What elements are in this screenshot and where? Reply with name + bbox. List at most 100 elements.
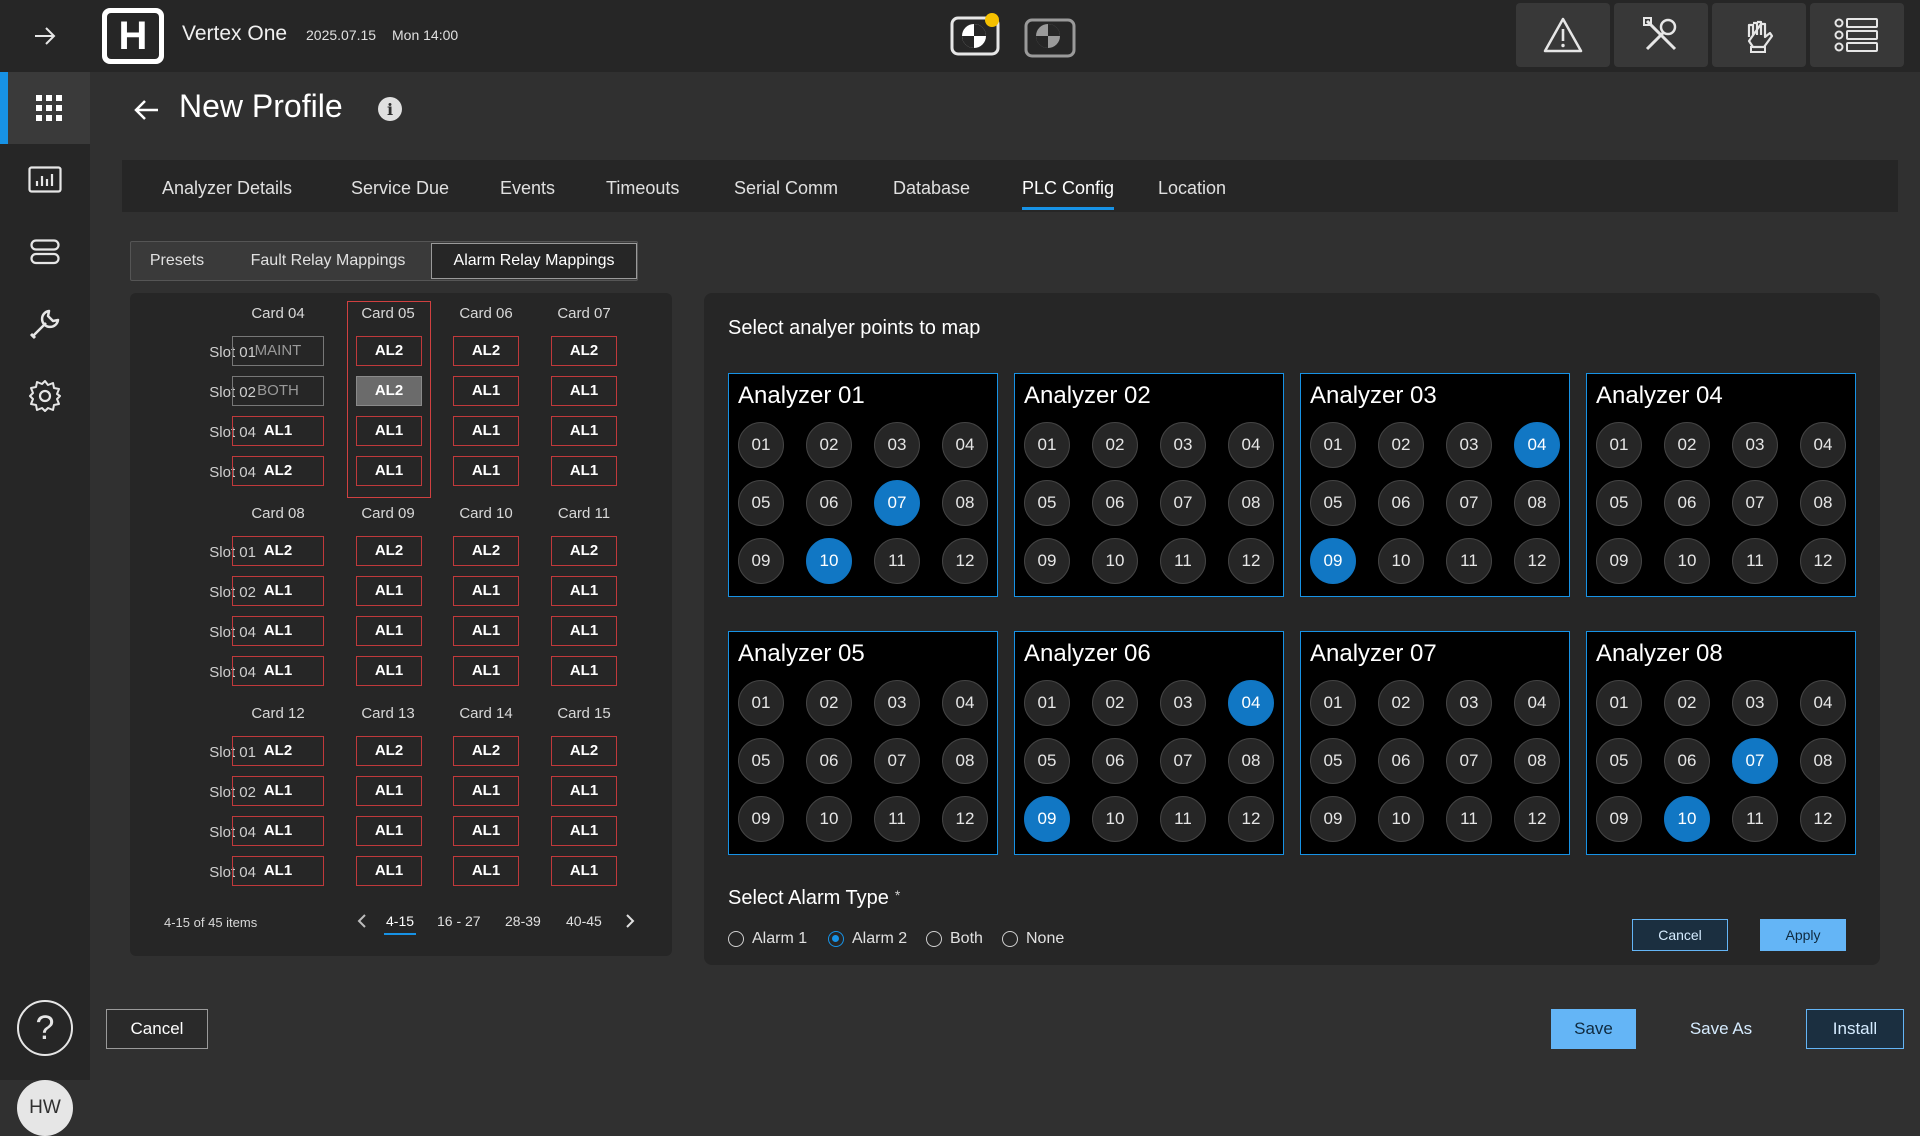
tools-button[interactable]	[1614, 3, 1708, 67]
subtab-presets[interactable]: Presets	[149, 252, 205, 269]
analyzer-point[interactable]: 05	[1596, 738, 1642, 784]
analyzer-point[interactable]: 09	[1024, 538, 1070, 584]
analyzer-point[interactable]: 02	[1664, 422, 1710, 468]
analyzer-point[interactable]: 07	[1446, 480, 1492, 526]
analyzer-point-selected[interactable]: 09	[1024, 796, 1070, 842]
relay-cell[interactable]: AL1	[356, 416, 422, 446]
relay-cell[interactable]: AL1	[356, 816, 422, 846]
tab-events[interactable]: Events	[500, 178, 556, 198]
analyzer-point[interactable]: 11	[1160, 796, 1206, 842]
analyzer-point[interactable]: 02	[1092, 680, 1138, 726]
analyzer-point[interactable]: 08	[1800, 480, 1846, 526]
relay-cell[interactable]: AL1	[551, 616, 617, 646]
analyzer-point[interactable]: 02	[1092, 422, 1138, 468]
analyzer-point[interactable]: 01	[738, 680, 784, 726]
analyzer-point[interactable]: 11	[874, 538, 920, 584]
radio-alarm-1[interactable]: Alarm 1	[728, 929, 807, 949]
status-secondary-button[interactable]	[1020, 12, 1080, 60]
analyzer-point[interactable]: 10	[806, 796, 852, 842]
radio-none[interactable]: None	[1002, 929, 1064, 949]
expand-sidebar-button[interactable]	[22, 18, 68, 54]
analyzer-point[interactable]: 05	[1024, 480, 1070, 526]
analyzer-point[interactable]: 08	[1228, 738, 1274, 784]
panel-cancel-button[interactable]: Cancel	[1632, 919, 1728, 951]
analyzer-point[interactable]: 01	[1310, 422, 1356, 468]
analyzer-point[interactable]: 03	[1732, 422, 1778, 468]
tab-plc-config[interactable]: PLC Config	[1022, 160, 1115, 212]
relay-cell[interactable]: AL1	[232, 616, 324, 646]
relay-cell[interactable]: AL2	[356, 336, 422, 366]
back-button[interactable]	[128, 92, 164, 128]
analyzer-point[interactable]: 11	[1446, 538, 1492, 584]
analyzer-point[interactable]: 08	[942, 480, 988, 526]
analyzer-point-selected[interactable]: 07	[1732, 738, 1778, 784]
analyzer-point[interactable]: 01	[1596, 422, 1642, 468]
tab-serial-comm[interactable]: Serial Comm	[734, 178, 839, 198]
relay-cell[interactable]: AL1	[453, 616, 519, 646]
analyzer-point[interactable]: 02	[1378, 680, 1424, 726]
relay-cell[interactable]: AL1	[232, 776, 324, 806]
pagination-prev-button[interactable]	[354, 911, 370, 931]
sidebar-item-maintenance[interactable]	[0, 288, 90, 360]
analyzer-point[interactable]: 12	[942, 796, 988, 842]
analyzer-point[interactable]: 07	[874, 738, 920, 784]
analyzer-point[interactable]: 03	[874, 680, 920, 726]
analyzer-point[interactable]: 01	[1024, 422, 1070, 468]
radio-alarm-2[interactable]: Alarm 2	[828, 929, 907, 949]
relay-cell[interactable]: AL1	[551, 776, 617, 806]
relay-cell[interactable]: AL1	[453, 856, 519, 886]
relay-cell[interactable]: AL1	[356, 576, 422, 606]
analyzer-point[interactable]: 04	[942, 422, 988, 468]
analyzer-point[interactable]: 08	[942, 738, 988, 784]
relay-cell[interactable]: AL1	[453, 656, 519, 686]
relay-cell[interactable]: AL2	[232, 736, 324, 766]
analyzer-point[interactable]: 03	[1732, 680, 1778, 726]
analyzer-point[interactable]: 07	[1732, 480, 1778, 526]
analyzer-point-selected[interactable]: 04	[1228, 680, 1274, 726]
analyzer-point[interactable]: 12	[1800, 538, 1846, 584]
analyzer-point-selected[interactable]: 07	[874, 480, 920, 526]
analyzer-point[interactable]: 05	[738, 738, 784, 784]
relay-cell-selected[interactable]: AL2	[356, 376, 422, 406]
tab-service-due[interactable]: Service Due	[351, 178, 450, 198]
analyzer-point[interactable]: 12	[1514, 538, 1560, 584]
analyzer-point[interactable]: 10	[1378, 796, 1424, 842]
analyzer-point[interactable]: 10	[1664, 538, 1710, 584]
analyzer-point[interactable]: 06	[1664, 480, 1710, 526]
pagination-page[interactable]: 16 - 27	[437, 913, 481, 929]
install-button[interactable]: Install	[1806, 1009, 1904, 1049]
analyzer-point[interactable]: 11	[1446, 796, 1492, 842]
relay-cell[interactable]: AL1	[551, 456, 617, 486]
pagination-page[interactable]: 4-15	[383, 913, 417, 935]
pagination-page[interactable]: 40-45	[566, 913, 602, 929]
subtab-fault-relay-mappings[interactable]: Fault Relay Mappings	[250, 252, 406, 269]
alarm-button[interactable]	[1516, 3, 1610, 67]
pagination-page[interactable]: 28-39	[505, 913, 541, 929]
analyzer-point[interactable]: 12	[1514, 796, 1560, 842]
analyzer-point[interactable]: 06	[1378, 738, 1424, 784]
analyzer-point[interactable]: 04	[1800, 680, 1846, 726]
analyzer-point[interactable]: 11	[1160, 538, 1206, 584]
analyzer-point[interactable]: 07	[1446, 738, 1492, 784]
subtab-alarm-relay-mappings[interactable]: Alarm Relay Mappings	[431, 243, 637, 279]
relay-cell[interactable]: AL1	[453, 456, 519, 486]
analyzer-point[interactable]: 02	[1378, 422, 1424, 468]
relay-cell[interactable]: MAINT	[232, 336, 324, 366]
analyzer-point[interactable]: 01	[1596, 680, 1642, 726]
relay-cell[interactable]: AL1	[551, 576, 617, 606]
analyzer-point[interactable]: 01	[738, 422, 784, 468]
analyzer-point[interactable]: 04	[1228, 422, 1274, 468]
analyzer-point[interactable]: 06	[806, 738, 852, 784]
analyzer-point[interactable]: 06	[1378, 480, 1424, 526]
avatar[interactable]: HW	[17, 1080, 73, 1136]
relay-cell[interactable]: AL1	[356, 656, 422, 686]
analyzer-point[interactable]: 05	[1596, 480, 1642, 526]
analyzer-point[interactable]: 02	[806, 680, 852, 726]
sidebar-item-dashboard[interactable]	[0, 144, 90, 216]
relay-cell[interactable]: AL1	[356, 856, 422, 886]
analyzer-point[interactable]: 08	[1228, 480, 1274, 526]
relay-cell[interactable]: AL1	[551, 656, 617, 686]
analyzer-point[interactable]: 10	[1378, 538, 1424, 584]
info-icon[interactable]: i	[378, 97, 402, 121]
relay-cell[interactable]: AL1	[551, 856, 617, 886]
